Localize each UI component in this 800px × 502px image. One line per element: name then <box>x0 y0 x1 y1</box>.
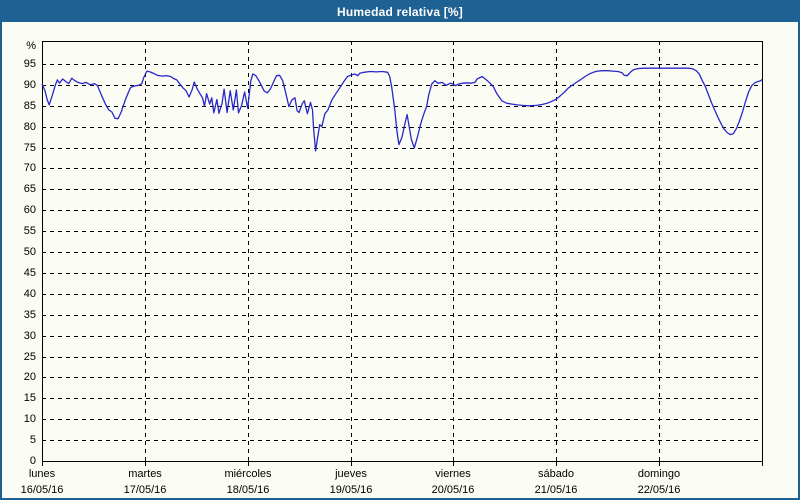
x-axis-date-label: 21/05/16 <box>534 484 578 496</box>
y-axis-tick-label: 0 <box>29 455 36 467</box>
humidity-series-line <box>41 67 763 152</box>
y-axis-tick-label: 50 <box>23 246 36 258</box>
y-axis-tick-label: 80 <box>23 121 36 133</box>
y-axis-tick-label: 70 <box>23 162 36 174</box>
y-axis-tick-label: 5 <box>29 434 36 446</box>
y-axis-tick-label: 45 <box>23 267 36 279</box>
x-axis-day-label: sábado <box>537 468 575 480</box>
y-axis-tick-label: 55 <box>23 225 36 237</box>
y-axis-tick-label: 95 <box>23 58 36 70</box>
y-axis-tick-label: 35 <box>23 309 36 321</box>
y-axis-tick-label: 65 <box>23 183 36 195</box>
y-axis-tick-label: 20 <box>23 371 36 383</box>
x-axis-date-label: 20/05/16 <box>431 484 475 496</box>
y-axis-tick-label: 10 <box>23 413 36 425</box>
y-axis-tick-label: 90 <box>23 79 36 91</box>
x-axis-day-label: viernes <box>435 468 471 480</box>
y-axis-tick-label: 30 <box>23 330 36 342</box>
x-axis-day-label: lunes <box>28 468 56 480</box>
y-axis-tick-label: 75 <box>23 142 36 154</box>
window-title: Humedad relativa [%] <box>336 5 464 19</box>
y-axis-tick-label: 15 <box>23 392 36 404</box>
x-axis-day-label: jueves <box>335 468 367 480</box>
x-axis-day-label: martes <box>128 468 162 480</box>
y-axis-tick-label: 85 <box>23 100 36 112</box>
window-titlebar: Humedad relativa [%] <box>2 2 798 22</box>
y-axis-unit-label: % <box>26 40 36 52</box>
x-axis-date-label: 19/05/16 <box>329 484 373 496</box>
x-axis-day-label: domingo <box>637 468 681 480</box>
y-axis-tick-label: 40 <box>23 288 36 300</box>
y-axis-tick-label: 25 <box>23 351 36 363</box>
x-axis-date-label: 22/05/16 <box>637 484 681 496</box>
y-axis-tick-label: 60 <box>23 204 36 216</box>
plot-frame <box>42 41 763 462</box>
x-axis-date-label: 18/05/16 <box>226 484 270 496</box>
x-axis-day-label: miércoles <box>224 468 272 480</box>
x-axis-date-label: 16/05/16 <box>20 484 64 496</box>
x-axis-date-label: 17/05/16 <box>123 484 167 496</box>
